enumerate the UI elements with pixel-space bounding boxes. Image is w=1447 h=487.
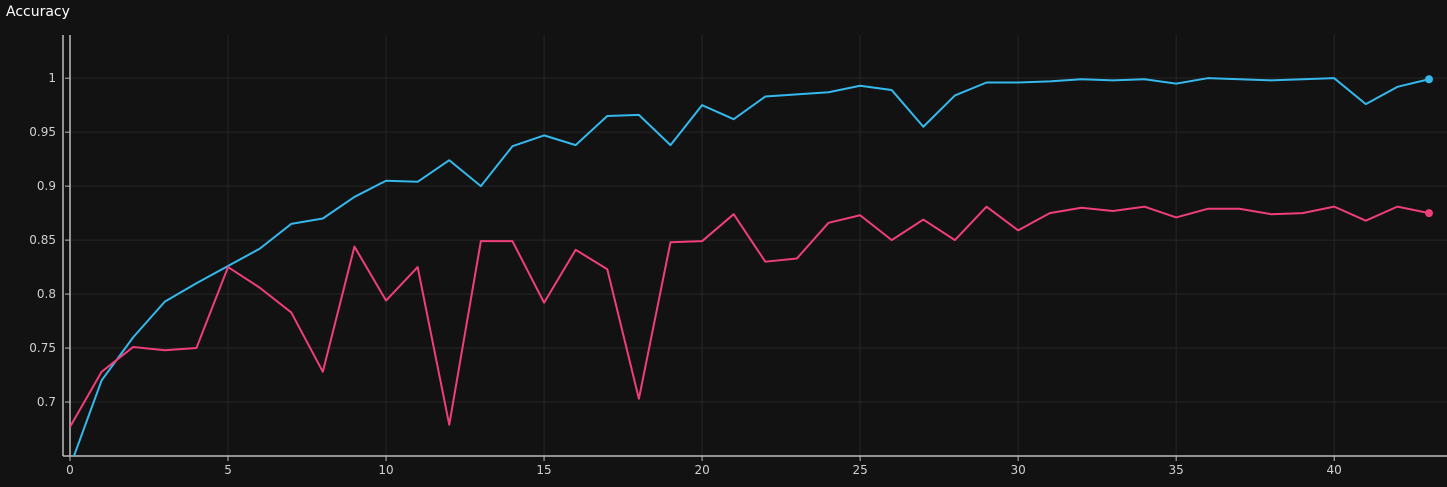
series-end-point-1 [1425, 209, 1433, 218]
series-end-point-0 [1425, 75, 1433, 84]
series-line-1 [70, 205, 1430, 428]
x-tick-label: 15 [536, 463, 551, 477]
y-tick-label: 0.95 [29, 125, 56, 139]
y-tick-label: 0.9 [37, 179, 56, 193]
x-tick-label: 5 [224, 463, 232, 477]
y-tick-label: 1 [48, 71, 56, 85]
chart-title: Accuracy [6, 4, 70, 20]
axes-layer [62, 35, 1447, 461]
y-tick-label: 0.8 [37, 287, 56, 301]
series-line-0 [72, 77, 1430, 456]
x-tick-label: 10 [378, 463, 393, 477]
x-tick-label: 25 [852, 463, 867, 477]
x-tick-label: 20 [694, 463, 709, 477]
series-layer [70, 77, 1430, 456]
tick-labels: 0 5 10 15 20 25 30 35 40 0.7 0.75 0.8 0.85 0.9 0.95 1 [29, 71, 1342, 477]
y-tick-label: 0.7 [37, 395, 56, 409]
x-tick-label: 30 [1010, 463, 1025, 477]
x-tick-label: 40 [1327, 463, 1342, 477]
x-tick-label: 0 [66, 463, 74, 477]
grid-layer [69, 35, 1447, 456]
y-tick-label: 0.75 [29, 341, 56, 355]
y-tick-label: 0.85 [29, 233, 56, 247]
x-tick-label: 35 [1169, 463, 1184, 477]
